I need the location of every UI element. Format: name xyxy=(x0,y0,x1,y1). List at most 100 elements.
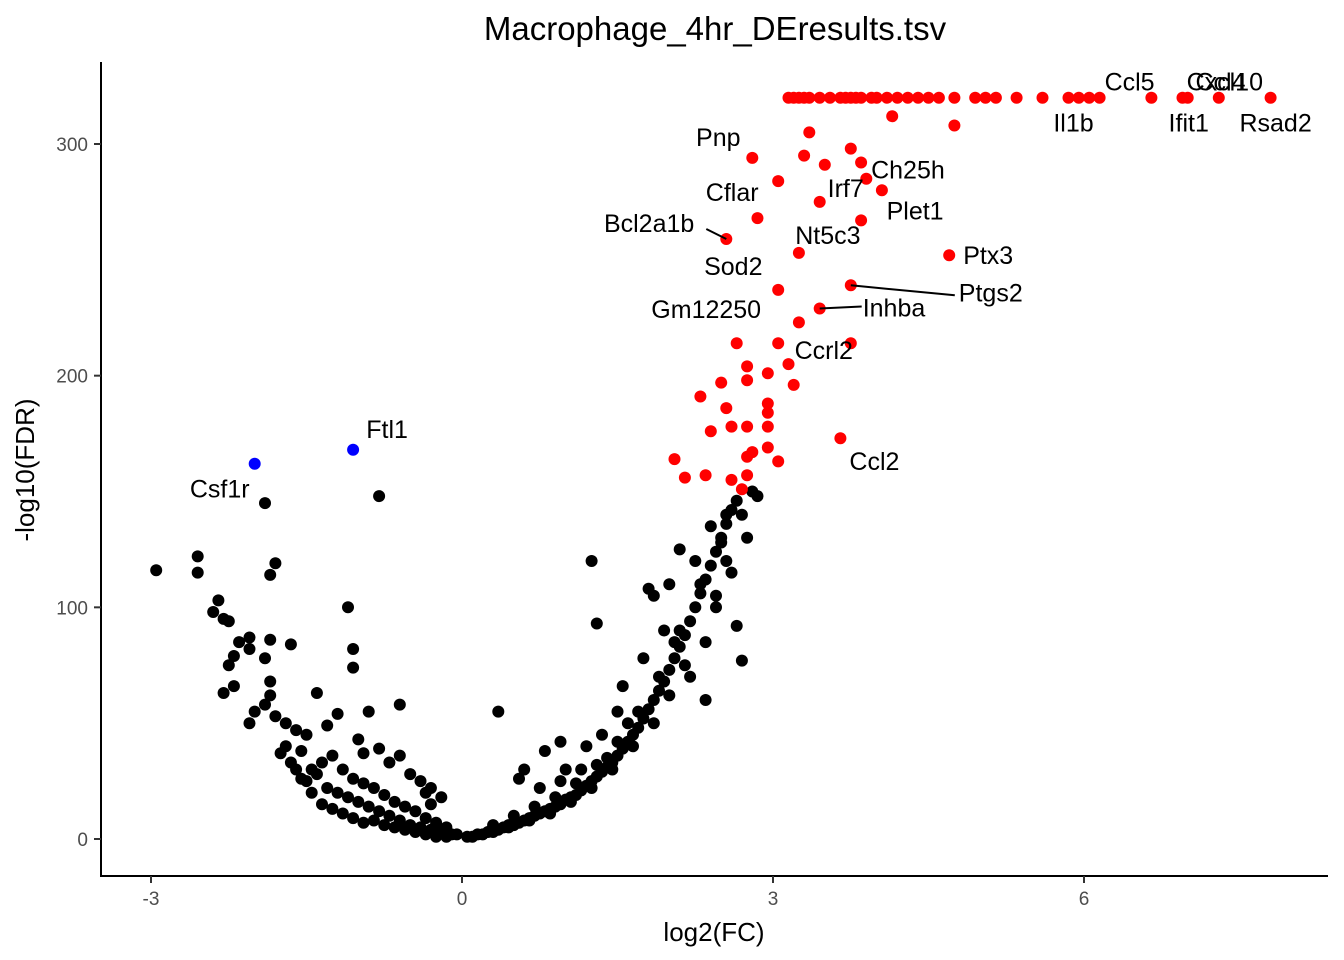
gene-label: Ccl5 xyxy=(1105,69,1155,97)
data-point xyxy=(741,420,754,433)
data-point xyxy=(321,719,334,732)
data-point xyxy=(901,91,914,104)
data-point xyxy=(772,175,785,188)
data-point xyxy=(792,316,805,329)
data-point xyxy=(284,638,297,651)
data-point xyxy=(492,705,505,718)
x-tick-label: -3 xyxy=(143,889,160,910)
data-point xyxy=(844,337,857,350)
data-point xyxy=(549,791,562,804)
data-point xyxy=(694,578,707,591)
data-point xyxy=(715,536,728,549)
data-point xyxy=(331,707,344,720)
y-axis-title: -log10(FDR) xyxy=(10,398,40,541)
data-point xyxy=(710,545,722,558)
data-point xyxy=(284,756,297,769)
data-point xyxy=(818,158,831,171)
data-point xyxy=(518,763,531,776)
data-point xyxy=(559,763,572,776)
data-point xyxy=(860,172,873,185)
data-point xyxy=(347,812,360,825)
data-point xyxy=(1264,91,1277,104)
data-point xyxy=(699,636,712,649)
data-point xyxy=(352,795,365,808)
gene-label: Irf7 xyxy=(828,175,864,203)
data-point xyxy=(735,508,748,521)
data-point xyxy=(912,91,925,104)
data-point xyxy=(264,568,277,581)
gene-label: Gm12250 xyxy=(651,296,761,324)
data-point xyxy=(616,680,629,693)
data-point xyxy=(295,745,308,757)
data-point xyxy=(528,800,541,813)
data-point xyxy=(507,809,520,822)
data-point xyxy=(710,601,722,614)
data-point xyxy=(409,805,422,818)
data-point xyxy=(409,826,422,838)
gene-label: Ftl1 xyxy=(366,416,408,444)
data-point xyxy=(969,91,982,104)
data-point xyxy=(264,689,277,702)
data-point xyxy=(248,457,261,470)
data-point xyxy=(259,497,271,510)
data-point xyxy=(383,809,396,822)
data-point xyxy=(735,483,748,496)
x-tick-label: 3 xyxy=(768,889,779,910)
data-point xyxy=(269,710,282,723)
data-point xyxy=(336,763,349,776)
data-point xyxy=(720,555,733,567)
x-tick-label: 0 xyxy=(457,889,468,910)
data-point xyxy=(554,775,567,788)
data-point xyxy=(725,420,738,433)
data-point xyxy=(798,149,811,162)
data-point xyxy=(751,212,764,225)
data-point xyxy=(191,550,204,563)
data-point xyxy=(673,624,686,637)
data-point xyxy=(513,772,525,785)
data-point xyxy=(647,694,660,706)
data-point xyxy=(1072,91,1085,104)
data-point xyxy=(979,91,992,104)
leader-lines xyxy=(705,228,955,310)
data-point xyxy=(772,283,785,296)
data-point xyxy=(331,786,344,799)
data-point xyxy=(1036,91,1049,104)
data-point xyxy=(855,214,868,227)
data-point xyxy=(922,91,935,104)
data-point xyxy=(787,378,800,391)
gene-label: Cxcl10 xyxy=(1187,69,1263,97)
data-point xyxy=(326,749,339,762)
data-point xyxy=(673,543,686,556)
y-tick-label: 100 xyxy=(56,598,88,619)
data-point xyxy=(590,617,603,630)
data-point xyxy=(585,555,598,567)
data-point xyxy=(715,376,728,389)
data-point xyxy=(399,823,411,836)
data-point xyxy=(720,402,733,415)
data-point xyxy=(347,443,360,456)
data-point xyxy=(321,782,334,794)
gene-label: Pnp xyxy=(696,124,740,152)
data-point xyxy=(404,768,417,781)
data-point xyxy=(746,446,759,459)
chart-title: Macrophage_4hr_DEresults.tsv xyxy=(484,10,947,47)
data-point xyxy=(653,684,665,697)
data-point xyxy=(601,751,614,764)
data-point xyxy=(1212,91,1225,104)
data-point xyxy=(575,763,588,776)
data-point xyxy=(1062,91,1075,104)
data-point xyxy=(761,441,774,454)
data-point xyxy=(632,721,645,734)
gene-label: Ccrl2 xyxy=(795,337,853,365)
data-point xyxy=(191,566,204,579)
data-point xyxy=(746,485,759,498)
data-point xyxy=(844,142,857,155)
data-point xyxy=(378,819,391,832)
data-point xyxy=(440,821,453,834)
data-point xyxy=(704,559,717,572)
data-point xyxy=(424,798,437,811)
data-point xyxy=(730,337,743,350)
data-point xyxy=(450,828,463,841)
data-point xyxy=(803,91,816,104)
